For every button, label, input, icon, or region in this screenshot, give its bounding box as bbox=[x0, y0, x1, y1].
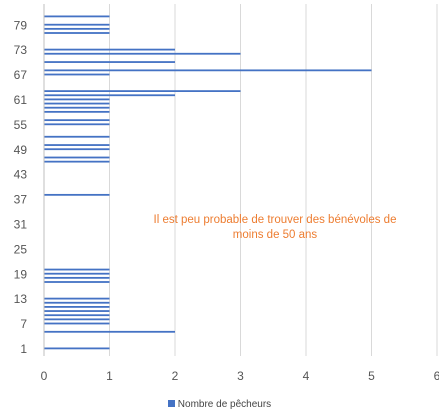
x-tick-label: 3 bbox=[237, 369, 244, 383]
x-tick-label: 5 bbox=[368, 369, 375, 383]
y-tick-label: 61 bbox=[14, 93, 28, 107]
y-tick-labels: 1 7 13 19 25 31 37 43 49 55 61 67 73 79 bbox=[14, 18, 28, 356]
bar-age-1 bbox=[44, 347, 110, 350]
y-tick-label: 49 bbox=[14, 143, 28, 157]
x-tick-label: 6 bbox=[434, 369, 439, 383]
bar-age-19 bbox=[44, 272, 110, 275]
bar-age-13 bbox=[44, 297, 110, 300]
bar-age-46 bbox=[44, 160, 110, 163]
chart-annotation: Il est peu probable de trouver des bénév… bbox=[153, 214, 397, 241]
bar-age-10 bbox=[44, 310, 110, 312]
legend-swatch bbox=[167, 400, 175, 407]
gridlines bbox=[109, 4, 438, 356]
y-tick-label: 55 bbox=[14, 118, 28, 132]
x-tick-labels: 0 1 2 3 4 5 6 bbox=[41, 369, 439, 383]
bar-age-78 bbox=[44, 27, 110, 30]
bar-age-72 bbox=[44, 52, 241, 55]
bar-age-8 bbox=[44, 318, 110, 321]
bar-age-79 bbox=[44, 23, 110, 26]
y-tick-label: 67 bbox=[14, 68, 28, 82]
y-tick-label: 73 bbox=[14, 43, 28, 57]
bar-age-68 bbox=[44, 69, 372, 72]
y-tick-label: 19 bbox=[14, 267, 28, 281]
y-tick-label: 31 bbox=[14, 218, 28, 232]
y-tick-label: 1 bbox=[20, 342, 27, 356]
bar-age-38 bbox=[44, 193, 110, 196]
bar-age-18 bbox=[44, 276, 110, 279]
y-tick-label: 25 bbox=[14, 242, 28, 256]
bar-age-12 bbox=[44, 301, 110, 304]
bar-age-11 bbox=[44, 306, 110, 308]
bar-age-49 bbox=[44, 148, 110, 151]
bar-age-7 bbox=[44, 322, 110, 325]
bar-age-58 bbox=[44, 110, 110, 113]
bar-age-50 bbox=[44, 144, 110, 146]
bar-age-59 bbox=[44, 106, 110, 109]
bar-age-47 bbox=[44, 156, 110, 159]
y-tick-label: 79 bbox=[14, 18, 28, 32]
legend-label: Nombre de pêcheurs bbox=[177, 399, 272, 410]
bar-age-52 bbox=[44, 135, 110, 138]
bar-age-77 bbox=[44, 32, 110, 34]
bar-age-61 bbox=[44, 98, 110, 101]
bar-age-9 bbox=[44, 314, 110, 317]
legend: Nombre de pêcheurs bbox=[0, 399, 439, 410]
bar-age-17 bbox=[44, 281, 110, 283]
bar-age-67 bbox=[44, 73, 110, 76]
y-tick-label: 7 bbox=[20, 317, 27, 331]
bar-age-81 bbox=[44, 15, 110, 18]
y-tick-label: 37 bbox=[14, 193, 28, 207]
bar-age-73 bbox=[44, 48, 175, 51]
x-tick-label: 0 bbox=[41, 369, 48, 383]
y-tick-label: 13 bbox=[14, 292, 28, 306]
bar-age-62 bbox=[44, 94, 175, 97]
x-tick-label: 2 bbox=[172, 369, 179, 383]
bar-age-20 bbox=[44, 268, 110, 271]
bars bbox=[44, 15, 372, 350]
bar-age-56 bbox=[44, 119, 110, 122]
y-tick-label: 43 bbox=[14, 168, 28, 182]
bar-age-63 bbox=[44, 90, 241, 92]
bar-age-55 bbox=[44, 123, 110, 126]
x-tick-label: 4 bbox=[303, 369, 310, 383]
x-tick-label: 1 bbox=[106, 369, 113, 383]
bar-age-60 bbox=[44, 102, 110, 105]
bar-age-70 bbox=[44, 61, 175, 63]
bar-age-5 bbox=[44, 330, 175, 333]
